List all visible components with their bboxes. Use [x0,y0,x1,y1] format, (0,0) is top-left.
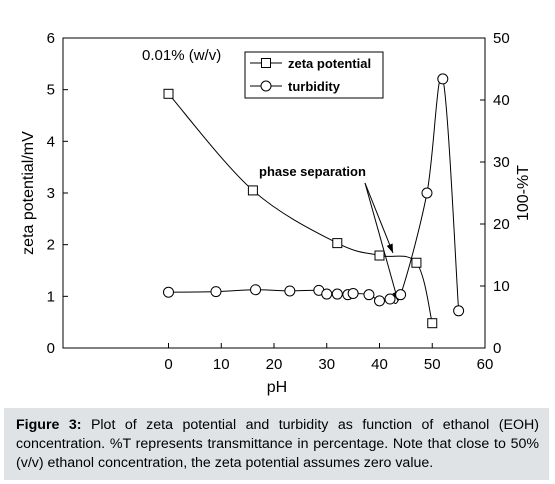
zeta-potential-point [163,88,174,99]
phase-separation-arrow [364,182,399,302]
lines-layer [168,75,460,324]
zeta-potential-point [332,238,343,249]
x-tick-label: 10 [213,356,230,373]
right-y-tick-label: 30 [493,154,510,171]
left-y-tick-label: 4 [47,133,55,150]
right-y-axis-title: 100-%T [515,165,532,221]
zeta-potential-series-line [168,93,433,324]
left-y-axis-title: zeta potential/mV [20,131,37,255]
legend-circle-marker [260,80,272,92]
phase-separation-arrows [364,182,399,302]
turbidity-point [347,287,359,299]
legend-zeta-label: zeta potential [288,56,371,71]
turbidity-point [284,285,296,297]
left-y-tick-label: 3 [47,185,55,202]
left-y-tick-label: 1 [47,288,55,305]
turbidity-point [363,289,375,301]
x-axis-title: pH [267,379,287,396]
turbidity-point [210,286,222,298]
right-y-tick-label: 0 [493,340,501,357]
turbidity-series-line [168,75,460,311]
zeta-potential-point [427,318,438,329]
concentration-annotation: 0.01% (w/v) [142,47,221,64]
turbidity-point [331,288,343,300]
zeta-potential-point [411,257,422,268]
x-tick-label: 30 [318,356,335,373]
turbidity-point [421,187,433,199]
x-tick-label: 40 [371,356,388,373]
left-y-tick-label: 5 [47,82,55,99]
turbidity-point [250,284,262,296]
markers-layer [163,73,465,329]
turbidity-point [374,295,385,307]
chart-container: 0 10 20 30 40 50 60 0 1 2 3 4 5 6 0 10 20 30 40 50 0.01% (w… [20,30,532,396]
zeta-potential-point [247,185,258,196]
legend-turbidity-label: turbidity [288,79,341,94]
turbidity-point [163,286,174,298]
legend-square-marker [261,58,271,68]
turbidity-point [321,288,333,300]
x-tick-label: 50 [424,356,441,373]
turbidity-point [395,289,407,301]
turbidity-point [437,73,449,85]
legend: zeta potential turbidity [244,51,384,99]
caption-label: Figure 3: [16,417,82,433]
caption-text: Plot of zeta potential and turbidity as … [16,417,539,471]
left-y-tick-label: 0 [47,340,55,357]
right-y-tick-label: 50 [493,30,510,47]
zeta-potential-point [374,250,385,261]
right-y-tick-label: 10 [493,278,510,295]
x-tick-label: 20 [266,356,283,373]
x-tick-label: 0 [164,356,172,373]
plot-frame [62,37,486,349]
turbidity-point [453,305,465,317]
left-y-tick-label: 6 [47,30,55,47]
phase-separation-arrow [364,182,394,254]
turbidity-point [384,293,396,305]
phase-separation-arrowhead [386,243,393,253]
phase-separation-annotation: phase separation [259,164,366,179]
right-y-tick-label: 40 [493,92,510,109]
figure-caption: Figure 3: Plot of zeta potential and tur… [4,408,549,480]
left-y-tick-label: 2 [47,237,55,254]
right-y-tick-label: 20 [493,216,510,233]
x-tick-label: 60 [477,356,494,373]
